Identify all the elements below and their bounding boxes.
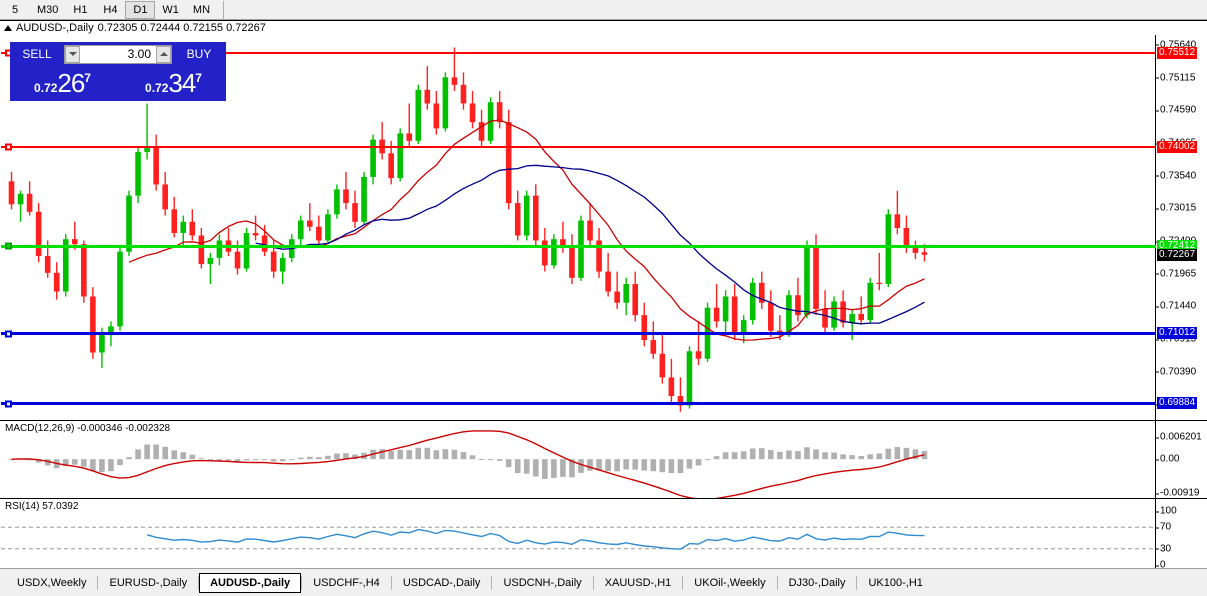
rsi-plot: RSI(14) 57.0392: [1, 499, 1156, 569]
macd-plot: MACD(12,26,9) -0.000346 -0.002328: [1, 421, 1156, 498]
macd-pane[interactable]: MACD(12,26,9) -0.000346 -0.002328 0.0062…: [0, 421, 1207, 499]
macd-tick: 0.006201: [1156, 431, 1202, 443]
timeframe-w1[interactable]: W1: [162, 3, 179, 16]
chevron-up-icon[interactable]: [156, 45, 171, 63]
price-axis[interactable]: 0.756400.751150.745900.740650.735400.730…: [1155, 35, 1207, 420]
timeframe-h4[interactable]: H4: [103, 3, 118, 16]
rsi-tick: 30: [1155, 543, 1172, 555]
tab-divider: [301, 575, 303, 590]
price-tick: 0.74590: [1155, 104, 1197, 116]
tab-divider: [776, 575, 778, 590]
timeframe-h1[interactable]: H1: [73, 3, 88, 16]
tab-uk100-h1[interactable]: UK100-,H1: [868, 576, 923, 589]
rsi-tick: 70: [1155, 521, 1172, 533]
level-anchor-handle[interactable]: [5, 242, 12, 250]
macd-axis: 0.006201 0.00 -0.00919: [1155, 421, 1207, 499]
level-anchor-handle[interactable]: [5, 330, 12, 338]
tab-divider: [682, 575, 684, 590]
one-click-trading-panel[interactable]: SELL 3.00 BUY 0.72 26 7 0.72 34 7: [10, 42, 226, 101]
level-line-0.72412[interactable]: [1, 242, 1156, 250]
sell-label[interactable]: SELL: [22, 47, 52, 61]
tab-divider: [592, 575, 594, 590]
timeframe-5[interactable]: 5: [11, 3, 19, 16]
chevron-down-icon[interactable]: [65, 45, 80, 63]
tab-divider: [97, 575, 99, 590]
chart-symbol-label: AUDUSD-,Daily: [16, 22, 94, 34]
tab-eurusd-daily[interactable]: EURUSD-,Daily: [109, 576, 188, 589]
tab-divider: [856, 575, 858, 590]
tab-usdcnh-daily[interactable]: USDCNH-,Daily: [503, 576, 582, 589]
tab-audusd-daily[interactable]: AUDUSD-,Daily: [199, 572, 302, 593]
price-plot[interactable]: [1, 35, 1156, 420]
sell-price-big: 26: [57, 68, 85, 98]
volume-stepper[interactable]: 3.00: [64, 44, 172, 64]
macd-tick: 0.00: [1155, 453, 1180, 465]
price-label-red: 0.74002: [1157, 140, 1198, 153]
rsi-tick: 0: [1156, 559, 1166, 569]
trade-panel-controls: SELL 3.00 BUY: [10, 42, 226, 66]
price-label-green: 0.72412: [1157, 239, 1198, 252]
price-tick: 0.73015: [1155, 202, 1197, 214]
level-anchor-handle[interactable]: [5, 143, 12, 151]
price-label-red: 0.75512: [1157, 46, 1198, 59]
chart-ohlc-label: 0.72305 0.72444 0.72155 0.72267: [97, 22, 266, 34]
price-tick: 0.75115: [1155, 72, 1196, 84]
tab-usdchf-h4[interactable]: USDCHF-,H4: [313, 576, 380, 589]
tab-ukoil-weekly[interactable]: UKOil-,Weekly: [694, 576, 766, 589]
macd-tick: -0.00919: [1155, 487, 1200, 499]
price-label-blue: 0.69884: [1157, 397, 1198, 410]
rsi-series: [1, 526, 1156, 550]
timeframe-d1[interactable]: D1: [125, 0, 156, 19]
tab-divider: [390, 575, 392, 590]
price-tick: 0.71965: [1155, 268, 1197, 280]
rsi-axis: 100 70 30 0: [1155, 499, 1207, 569]
rsi-tick: 100: [1156, 505, 1177, 517]
price-tick: 0.73540: [1155, 170, 1197, 182]
price-tick: 0.71440: [1155, 300, 1197, 312]
tab-usdcad-daily[interactable]: USDCAD-,Daily: [402, 576, 481, 589]
sell-price-prefix: 0.72: [34, 81, 58, 95]
buy-price-fraction: 7: [195, 71, 202, 85]
macd-label: MACD(12,26,9) -0.000346 -0.002328: [5, 423, 171, 434]
timeframe-mn[interactable]: MN: [192, 3, 211, 16]
chart-tab-bar[interactable]: USDX,Weekly EURUSD-,Daily AUDUSD-,Daily USD…: [0, 568, 1207, 596]
chart-area: AUDUSD-,Daily 0.72305 0.72444 0.72155 0.…: [0, 20, 1207, 589]
trade-panel-quotes: 0.72 26 7 0.72 34 7: [10, 66, 226, 101]
tab-divider: [198, 575, 200, 590]
volume-value[interactable]: 3.00: [127, 47, 151, 61]
level-line-0.69884[interactable]: [1, 400, 1156, 408]
tab-divider: [491, 575, 493, 590]
sell-button[interactable]: 0.72 26 7: [13, 66, 112, 98]
rsi-pane[interactable]: RSI(14) 57.0392 100 70 30 0: [0, 499, 1207, 569]
price-label-blue: 0.71012: [1157, 327, 1198, 340]
buy-label[interactable]: BUY: [186, 47, 212, 61]
timeframe-m30[interactable]: M30: [37, 3, 59, 16]
chart-header: AUDUSD-,Daily 0.72305 0.72444 0.72155 0.…: [0, 21, 1207, 35]
level-line-0.71012[interactable]: [1, 330, 1156, 338]
sell-price-fraction: 7: [84, 71, 91, 85]
buy-price-big: 34: [168, 68, 196, 98]
tab-usdx-weekly[interactable]: USDX,Weekly: [17, 576, 87, 589]
timeframe-toolbar[interactable]: 5 M30 H1 H4 D1 W1 MN: [0, 0, 1207, 20]
buy-button[interactable]: 0.72 34 7: [124, 66, 223, 98]
price-tick: 0.70915: [1155, 333, 1197, 345]
price-tick: 0.75640: [1155, 39, 1197, 51]
tab-dj30-daily[interactable]: DJ30-,Daily: [788, 576, 846, 589]
candlestick-series: [8, 47, 928, 412]
quote-divider: [116, 66, 120, 98]
level-line-0.74002[interactable]: [1, 143, 1156, 151]
price-label-black: 0.72267: [1157, 248, 1198, 261]
tab-xauusd-h1[interactable]: XAUUSD-,H1: [604, 576, 672, 589]
rsi-label: RSI(14) 57.0392: [5, 501, 79, 512]
level-anchor-handle[interactable]: [5, 400, 12, 408]
toolbar-divider: [223, 0, 225, 19]
buy-price-prefix: 0.72: [145, 81, 169, 95]
collapse-triangle-icon[interactable]: [4, 25, 12, 31]
macd-series: [8, 430, 928, 498]
price-tick: 0.70390: [1155, 366, 1197, 378]
